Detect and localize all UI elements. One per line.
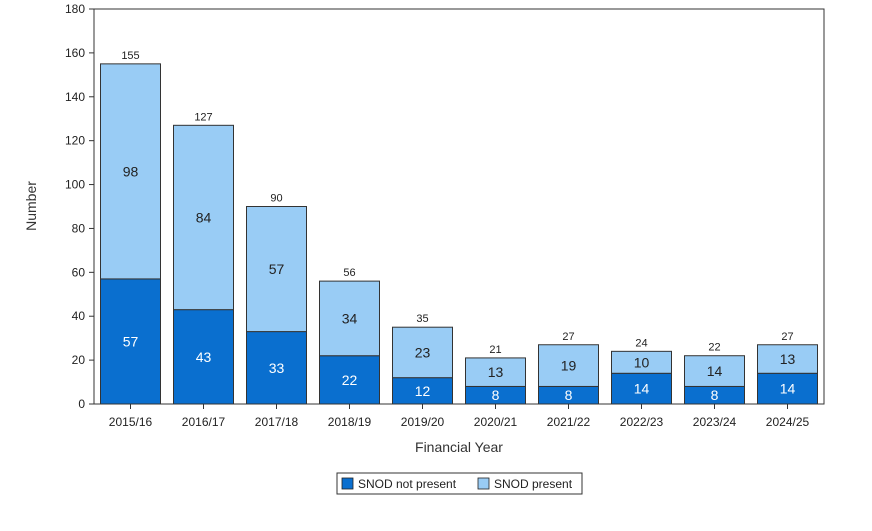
bar-total-label: 90 xyxy=(270,193,282,205)
bar-total-label: 24 xyxy=(635,337,647,349)
bar-value-label: 8 xyxy=(565,387,573,403)
bar-segment xyxy=(246,331,307,405)
bar-segment xyxy=(173,124,234,311)
bar-total-label: 155 xyxy=(121,50,139,62)
x-axis-title: Financial Year xyxy=(415,439,503,455)
plot-area-frame xyxy=(93,8,825,405)
bar-value-label: 14 xyxy=(780,381,796,397)
bar-total-label: 27 xyxy=(781,331,793,343)
x-tick-label: 2018/19 xyxy=(328,415,372,429)
bar-total-label: 22 xyxy=(708,342,720,354)
x-axis: 2015/16 2016/17 2017/18 2018/19 2019/20 2020/… xyxy=(109,404,810,429)
bar-total-label: 27 xyxy=(562,331,574,343)
bar-value-label: 22 xyxy=(342,372,358,388)
legend-label-snod-present: SNOD present xyxy=(494,477,573,491)
x-tick-label: 2015/16 xyxy=(109,415,153,429)
bar-segment xyxy=(100,278,161,405)
bar-value-label: 12 xyxy=(415,383,431,399)
bar-segment xyxy=(611,350,672,374)
bar-segment xyxy=(465,357,526,387)
bar-segment xyxy=(319,355,380,405)
y-tick-label: 160 xyxy=(65,46,85,60)
legend-label-snod-not-present: SNOD not present xyxy=(358,477,457,491)
bar-segment xyxy=(611,372,672,405)
x-tick-label: 2020/21 xyxy=(474,415,518,429)
bar-value-label: 23 xyxy=(415,344,431,360)
y-tick-label: 140 xyxy=(65,90,85,104)
y-tick-label: 20 xyxy=(72,353,86,367)
x-tick-label: 2017/18 xyxy=(255,415,299,429)
bar-value-label: 43 xyxy=(196,349,212,365)
y-tick-label: 40 xyxy=(72,309,86,323)
bar-value-label: 10 xyxy=(634,354,650,370)
bar-segment xyxy=(173,309,234,405)
x-tick-label: 2019/20 xyxy=(401,415,445,429)
bar-value-label: 13 xyxy=(780,351,796,367)
bar-value-label: 13 xyxy=(488,364,504,380)
y-axis: 0 20 40 60 80 100 120 140 160 180 xyxy=(65,2,94,411)
x-tick-label: 2021/22 xyxy=(547,415,591,429)
x-tick-label: 2024/25 xyxy=(766,415,810,429)
bar-value-label: 84 xyxy=(196,209,212,225)
bar-value-label: 8 xyxy=(711,387,719,403)
bar-value-label: 19 xyxy=(561,358,577,374)
bar-segment xyxy=(757,372,818,405)
bar-total-label: 35 xyxy=(416,313,428,325)
bar-segment xyxy=(246,206,307,333)
bar-value-label: 14 xyxy=(634,381,650,397)
bar-value-label: 14 xyxy=(707,363,723,379)
legend-frame xyxy=(336,472,583,495)
y-tick-label: 0 xyxy=(78,397,85,411)
y-tick-label: 80 xyxy=(72,221,86,235)
bar-value-label: 8 xyxy=(492,387,500,403)
x-tick-label: 2022/23 xyxy=(620,415,664,429)
y-tick-label: 180 xyxy=(65,2,85,16)
legend: SNOD not present SNOD present xyxy=(336,472,583,495)
y-tick-label: 60 xyxy=(72,265,86,279)
bar-segment xyxy=(100,63,161,280)
bar-segment xyxy=(538,344,599,387)
legend-swatch-snod-not-present xyxy=(341,477,354,490)
bar-total-label: 127 xyxy=(194,111,212,123)
bar-total-label: 56 xyxy=(343,267,355,279)
y-tick-label: 120 xyxy=(65,134,85,148)
bar-segment xyxy=(392,377,453,405)
x-tick-label: 2023/24 xyxy=(693,415,737,429)
legend-swatch-snod-present xyxy=(477,477,490,490)
bar-value-label: 98 xyxy=(123,163,139,179)
bar-value-label: 34 xyxy=(342,310,358,326)
bar-total-label: 21 xyxy=(489,344,501,356)
bar-segment xyxy=(757,344,818,374)
bar-value-label: 57 xyxy=(269,261,285,277)
bars-group: 57 98 155 43 84 127 33 57 90 22 34 56 12 23 35 8 13 21 8 19… xyxy=(100,50,818,405)
y-axis-title: Number xyxy=(23,181,39,231)
bar-segment xyxy=(392,326,453,379)
bar-segment xyxy=(319,280,380,357)
x-tick-label: 2016/17 xyxy=(182,415,226,429)
bar-value-label: 57 xyxy=(123,333,139,349)
bar-value-label: 33 xyxy=(269,360,285,376)
bar-segment xyxy=(684,355,745,387)
y-tick-label: 100 xyxy=(65,178,85,192)
